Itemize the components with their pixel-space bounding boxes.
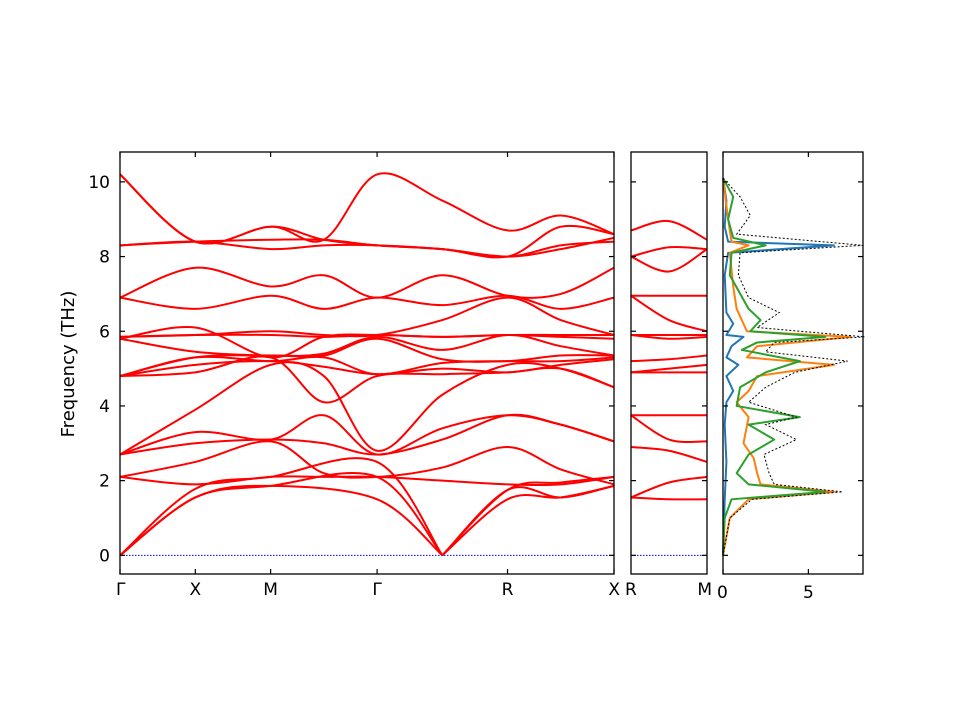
y-axis-label: Frequency (THz) xyxy=(58,291,79,438)
x-tick-label: Γ xyxy=(116,580,126,600)
band-line xyxy=(119,361,615,456)
band-line xyxy=(119,484,443,557)
band-line xyxy=(630,496,708,501)
plot-frame xyxy=(722,151,864,575)
band-line xyxy=(119,414,615,456)
band-line xyxy=(441,484,615,557)
band-line xyxy=(119,296,615,338)
band-line xyxy=(441,484,615,557)
band-line xyxy=(630,475,708,499)
band-line xyxy=(119,413,615,456)
band-line xyxy=(119,333,615,357)
y-tick-label: 0 xyxy=(99,546,110,566)
band-line xyxy=(630,354,708,363)
band-line xyxy=(119,172,615,245)
y-tick-label: 8 xyxy=(99,248,110,268)
x-tick-label: 5 xyxy=(803,583,814,603)
band-structure-panel: 0 2 4 6 8 10 Γ X M Γ R X xyxy=(88,151,620,600)
x-tick-label: X xyxy=(189,580,201,600)
band-line xyxy=(630,363,708,374)
band-line xyxy=(119,266,615,299)
band-line xyxy=(119,471,444,557)
y-tick-label: 10 xyxy=(88,173,110,193)
band-line xyxy=(630,294,708,333)
x-tick-label: 0 xyxy=(717,583,728,603)
y-tick-label: 2 xyxy=(99,472,110,492)
band-line xyxy=(630,245,708,258)
band-line xyxy=(630,219,708,241)
dos-total-line xyxy=(722,177,865,556)
y-tick-label: 4 xyxy=(99,397,110,417)
band-line xyxy=(119,440,615,486)
y-tick-label: 6 xyxy=(99,322,110,342)
x-tick-label: M xyxy=(263,580,278,600)
x-tick-label: R xyxy=(625,580,637,600)
band-line xyxy=(119,337,615,378)
x-tick-label: X xyxy=(608,580,620,600)
band-line xyxy=(119,173,615,259)
x-tick-label: Γ xyxy=(372,580,382,600)
plot-frame xyxy=(630,151,708,575)
dos-partial-line xyxy=(722,177,827,556)
band-line xyxy=(630,414,708,444)
dos-partial-line xyxy=(722,177,835,556)
x-tick-label: R xyxy=(502,580,514,600)
x-tick-label: M xyxy=(697,580,712,600)
band-line xyxy=(119,355,615,404)
band-line xyxy=(119,326,615,359)
band-line xyxy=(119,457,444,557)
plot-frame xyxy=(119,151,615,575)
band-line xyxy=(441,475,615,557)
band-line xyxy=(630,446,708,463)
band-line xyxy=(630,248,708,273)
